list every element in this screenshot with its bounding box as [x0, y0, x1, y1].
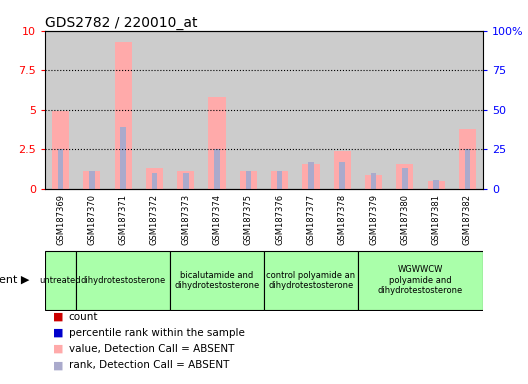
Bar — [303, 164, 319, 189]
Bar — [420, 31, 452, 189]
Bar — [327, 31, 358, 189]
Bar — [209, 97, 225, 189]
Bar — [371, 173, 376, 189]
Text: untreated: untreated — [40, 276, 81, 285]
Bar — [271, 171, 288, 189]
Text: WGWWCW
polyamide and
dihydrotestosterone: WGWWCW polyamide and dihydrotestosterone — [378, 265, 463, 295]
Bar — [402, 168, 408, 189]
Text: control polyamide an
dihydrotestosterone: control polyamide an dihydrotestosterone — [267, 271, 355, 290]
Text: GSM187377: GSM187377 — [306, 194, 315, 245]
Text: count: count — [69, 312, 98, 322]
Bar — [233, 31, 264, 189]
Bar — [465, 149, 470, 189]
Text: value, Detection Call = ABSENT: value, Detection Call = ABSENT — [69, 344, 234, 354]
Bar — [201, 31, 233, 189]
Text: GSM187375: GSM187375 — [244, 194, 253, 245]
Text: bicalutamide and
dihydrotestosterone: bicalutamide and dihydrotestosterone — [174, 271, 260, 290]
Bar — [76, 31, 108, 189]
Text: ■: ■ — [53, 328, 63, 338]
Bar — [120, 127, 126, 189]
Bar — [389, 31, 420, 189]
Text: GSM187373: GSM187373 — [181, 194, 190, 245]
Bar — [170, 251, 264, 310]
Bar — [214, 149, 220, 189]
Bar — [428, 181, 445, 189]
Bar — [277, 171, 282, 189]
Text: GSM187382: GSM187382 — [463, 194, 472, 245]
Text: ■: ■ — [53, 344, 63, 354]
Bar — [433, 180, 439, 189]
Bar — [58, 149, 63, 189]
Text: GSM187381: GSM187381 — [432, 194, 441, 245]
Bar — [340, 162, 345, 189]
Bar — [115, 42, 132, 189]
Bar — [146, 168, 163, 189]
Bar — [246, 171, 251, 189]
Text: GSM187380: GSM187380 — [400, 194, 409, 245]
Bar — [240, 171, 257, 189]
Text: GSM187371: GSM187371 — [119, 194, 128, 245]
Bar — [396, 164, 413, 189]
Text: agent ▶: agent ▶ — [0, 275, 29, 285]
Bar — [89, 171, 95, 189]
Text: GSM187376: GSM187376 — [275, 194, 284, 245]
Bar — [358, 31, 389, 189]
Bar — [76, 251, 170, 310]
Text: ■: ■ — [53, 312, 63, 322]
Bar — [295, 31, 327, 189]
Text: GSM187370: GSM187370 — [87, 194, 96, 245]
Bar — [183, 173, 188, 189]
Text: GSM187378: GSM187378 — [338, 194, 347, 245]
Bar — [452, 31, 483, 189]
Text: dihydrotestosterone: dihydrotestosterone — [80, 276, 166, 285]
Text: GSM187372: GSM187372 — [150, 194, 159, 245]
Text: rank, Detection Call = ABSENT: rank, Detection Call = ABSENT — [69, 360, 229, 370]
Text: percentile rank within the sample: percentile rank within the sample — [69, 328, 244, 338]
Bar — [334, 151, 351, 189]
Bar — [264, 251, 358, 310]
Bar — [139, 31, 170, 189]
Text: ■: ■ — [53, 360, 63, 370]
Bar — [365, 175, 382, 189]
Bar — [264, 31, 295, 189]
Text: GSM187374: GSM187374 — [213, 194, 222, 245]
Bar — [170, 31, 201, 189]
Text: GDS2782 / 220010_at: GDS2782 / 220010_at — [45, 16, 197, 30]
Bar — [83, 171, 100, 189]
Bar — [45, 251, 76, 310]
Bar — [45, 31, 76, 189]
Text: GSM187379: GSM187379 — [369, 194, 378, 245]
Bar — [358, 251, 483, 310]
Bar — [177, 171, 194, 189]
Text: GSM187369: GSM187369 — [56, 194, 65, 245]
Bar — [308, 162, 314, 189]
Bar — [152, 173, 157, 189]
Bar — [108, 31, 139, 189]
Bar — [52, 111, 69, 189]
Bar — [459, 129, 476, 189]
